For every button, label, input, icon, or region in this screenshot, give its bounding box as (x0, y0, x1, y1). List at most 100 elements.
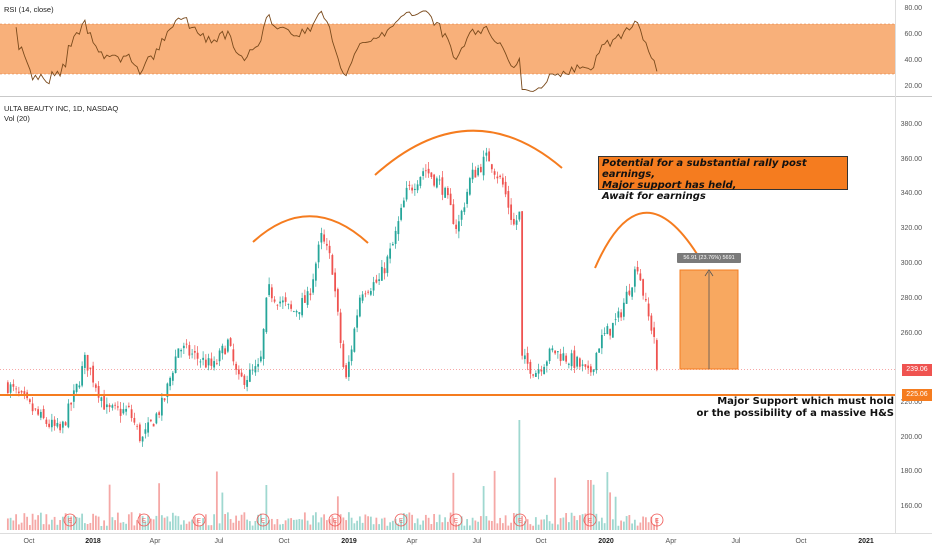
price-scale-200: 200.00 (900, 434, 922, 441)
candle-body (147, 422, 150, 433)
volume-bar (391, 520, 394, 530)
candle-body (6, 382, 9, 394)
candle-body (59, 423, 62, 431)
candle-body (576, 356, 579, 367)
candle-body (224, 348, 227, 355)
candle-body (559, 353, 562, 362)
candle-body (72, 390, 75, 402)
candle-body (34, 408, 37, 410)
volume-bar (534, 517, 537, 530)
candle-body (422, 171, 425, 176)
candle-body (309, 293, 312, 296)
volume-bar (328, 519, 331, 530)
candle-body (548, 348, 551, 362)
candle-body (411, 187, 414, 191)
candle-body (188, 345, 191, 356)
support-note-line1: Major Support which must hold (717, 396, 894, 407)
volume-bar (207, 525, 210, 530)
volume-bar (631, 523, 634, 530)
time-label-jul19: Jul (472, 538, 482, 545)
candle-body (89, 367, 92, 369)
candle-body (433, 174, 436, 186)
volume-bar (295, 519, 298, 530)
volume-bar (565, 513, 568, 530)
volume-bar (111, 517, 114, 530)
volume-bar (598, 521, 601, 530)
candle-body (122, 409, 125, 414)
candle-body (350, 349, 353, 362)
time-label-jul20: Jul (731, 538, 741, 545)
volume-bar (61, 516, 64, 530)
candle-body (83, 354, 86, 368)
earnings-marker-label: E (197, 519, 201, 525)
candle-body (130, 409, 133, 419)
volume-bar (174, 515, 177, 530)
earnings-marker-label: E (399, 519, 403, 525)
volume-bar (383, 517, 386, 530)
volume-bar (240, 514, 243, 530)
candle-body (424, 170, 427, 172)
candle-body (213, 361, 216, 368)
candle-body (193, 350, 196, 353)
candle-body (185, 343, 188, 345)
price-scale-220: 220.00 (900, 399, 922, 406)
volume-bar (191, 519, 194, 530)
candle-body (510, 204, 513, 220)
volume-bar (510, 522, 513, 530)
volume-bar (402, 513, 405, 530)
volume-bar (350, 517, 353, 530)
volume-bar (334, 520, 337, 530)
candle-body (37, 409, 40, 415)
volume-bar (257, 514, 260, 530)
time-label-apr19: Apr (406, 538, 418, 545)
volume-bar (105, 525, 108, 530)
volume-bar (570, 512, 573, 530)
candle-body (532, 374, 535, 376)
volume-bar (603, 523, 606, 530)
volume-bar (268, 520, 271, 530)
candle-body (281, 300, 284, 303)
candle-body (31, 403, 34, 412)
volume-bar (325, 520, 328, 530)
volume-bar (490, 520, 493, 530)
volume-bar (468, 525, 471, 530)
volume-bar (75, 517, 78, 530)
candle-body (639, 273, 642, 281)
volume-bar (369, 516, 372, 530)
candle-body (609, 328, 612, 336)
candle-body (20, 391, 23, 393)
volume-bar (347, 512, 350, 530)
candle-body (353, 328, 356, 352)
volume-bar (529, 524, 532, 530)
volume-bar (45, 514, 48, 530)
candle-body (207, 358, 210, 366)
candle-body (457, 221, 460, 232)
volume-bar (441, 522, 444, 530)
volume-bar (237, 520, 240, 530)
rsi-scale-80: 80.00 (904, 5, 922, 12)
candle-body (149, 419, 152, 422)
left-shoulder-arc (252, 215, 369, 244)
candle-body (482, 156, 485, 176)
volume-bar (595, 513, 598, 530)
price-scale-160: 160.00 (900, 503, 922, 510)
candle-body (584, 364, 587, 367)
volume-bar (320, 517, 323, 530)
volume-bar (136, 520, 139, 530)
candle-body (182, 345, 185, 349)
candle-body (466, 191, 469, 204)
volume-bar (367, 516, 370, 530)
candle-body (174, 356, 177, 373)
candle-body (204, 359, 207, 368)
volume-bar (466, 519, 469, 530)
time-label-2021: 2021 (858, 538, 874, 545)
volume-bar (215, 471, 218, 530)
volume-bar (163, 517, 166, 530)
candle-body (642, 279, 645, 296)
volume-bar (644, 517, 647, 530)
volume-bar (567, 522, 570, 530)
candle-body (647, 303, 650, 317)
candle-body (441, 177, 444, 195)
volume-bar (317, 522, 320, 530)
